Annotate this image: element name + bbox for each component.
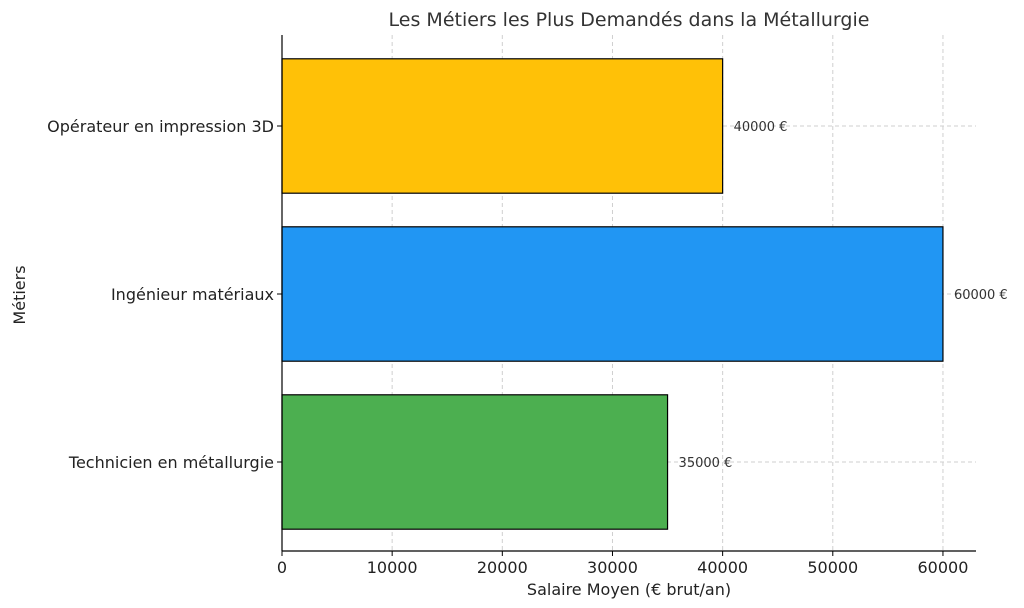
axes: [281, 35, 976, 552]
x-ticks: 0 10000 20000 30000 40000 50000 60000: [277, 551, 968, 577]
x-tick-label: 10000: [367, 558, 418, 577]
bar: [281, 394, 669, 530]
bars: [281, 58, 944, 530]
x-tick-label: 50000: [807, 558, 858, 577]
category-label: Technicien en métallurgie: [68, 453, 274, 472]
bar: [281, 226, 944, 362]
data-labels: 35000 € 60000 € 40000 €: [679, 120, 1008, 471]
x-tick-label: 60000: [917, 558, 968, 577]
chart-title: Les Métiers les Plus Demandés dans la Mé…: [389, 9, 870, 31]
category-label: Opérateur en impression 3D: [47, 117, 274, 136]
category-labels: Technicien en métallurgie Ingénieur matér…: [47, 117, 282, 472]
x-tick-label: 30000: [587, 558, 638, 577]
category-label: Ingénieur matériaux: [111, 285, 274, 304]
x-tick-label: 0: [277, 558, 287, 577]
x-axis-label: Salaire Moyen (€ brut/an): [527, 580, 731, 599]
x-tick-label: 20000: [477, 558, 528, 577]
data-label: 35000 €: [679, 456, 733, 471]
data-label: 60000 €: [954, 288, 1008, 303]
y-axis-label: Métiers: [10, 265, 29, 324]
bar: [281, 58, 724, 194]
data-label: 40000 €: [734, 120, 788, 135]
x-tick-label: 40000: [697, 558, 748, 577]
